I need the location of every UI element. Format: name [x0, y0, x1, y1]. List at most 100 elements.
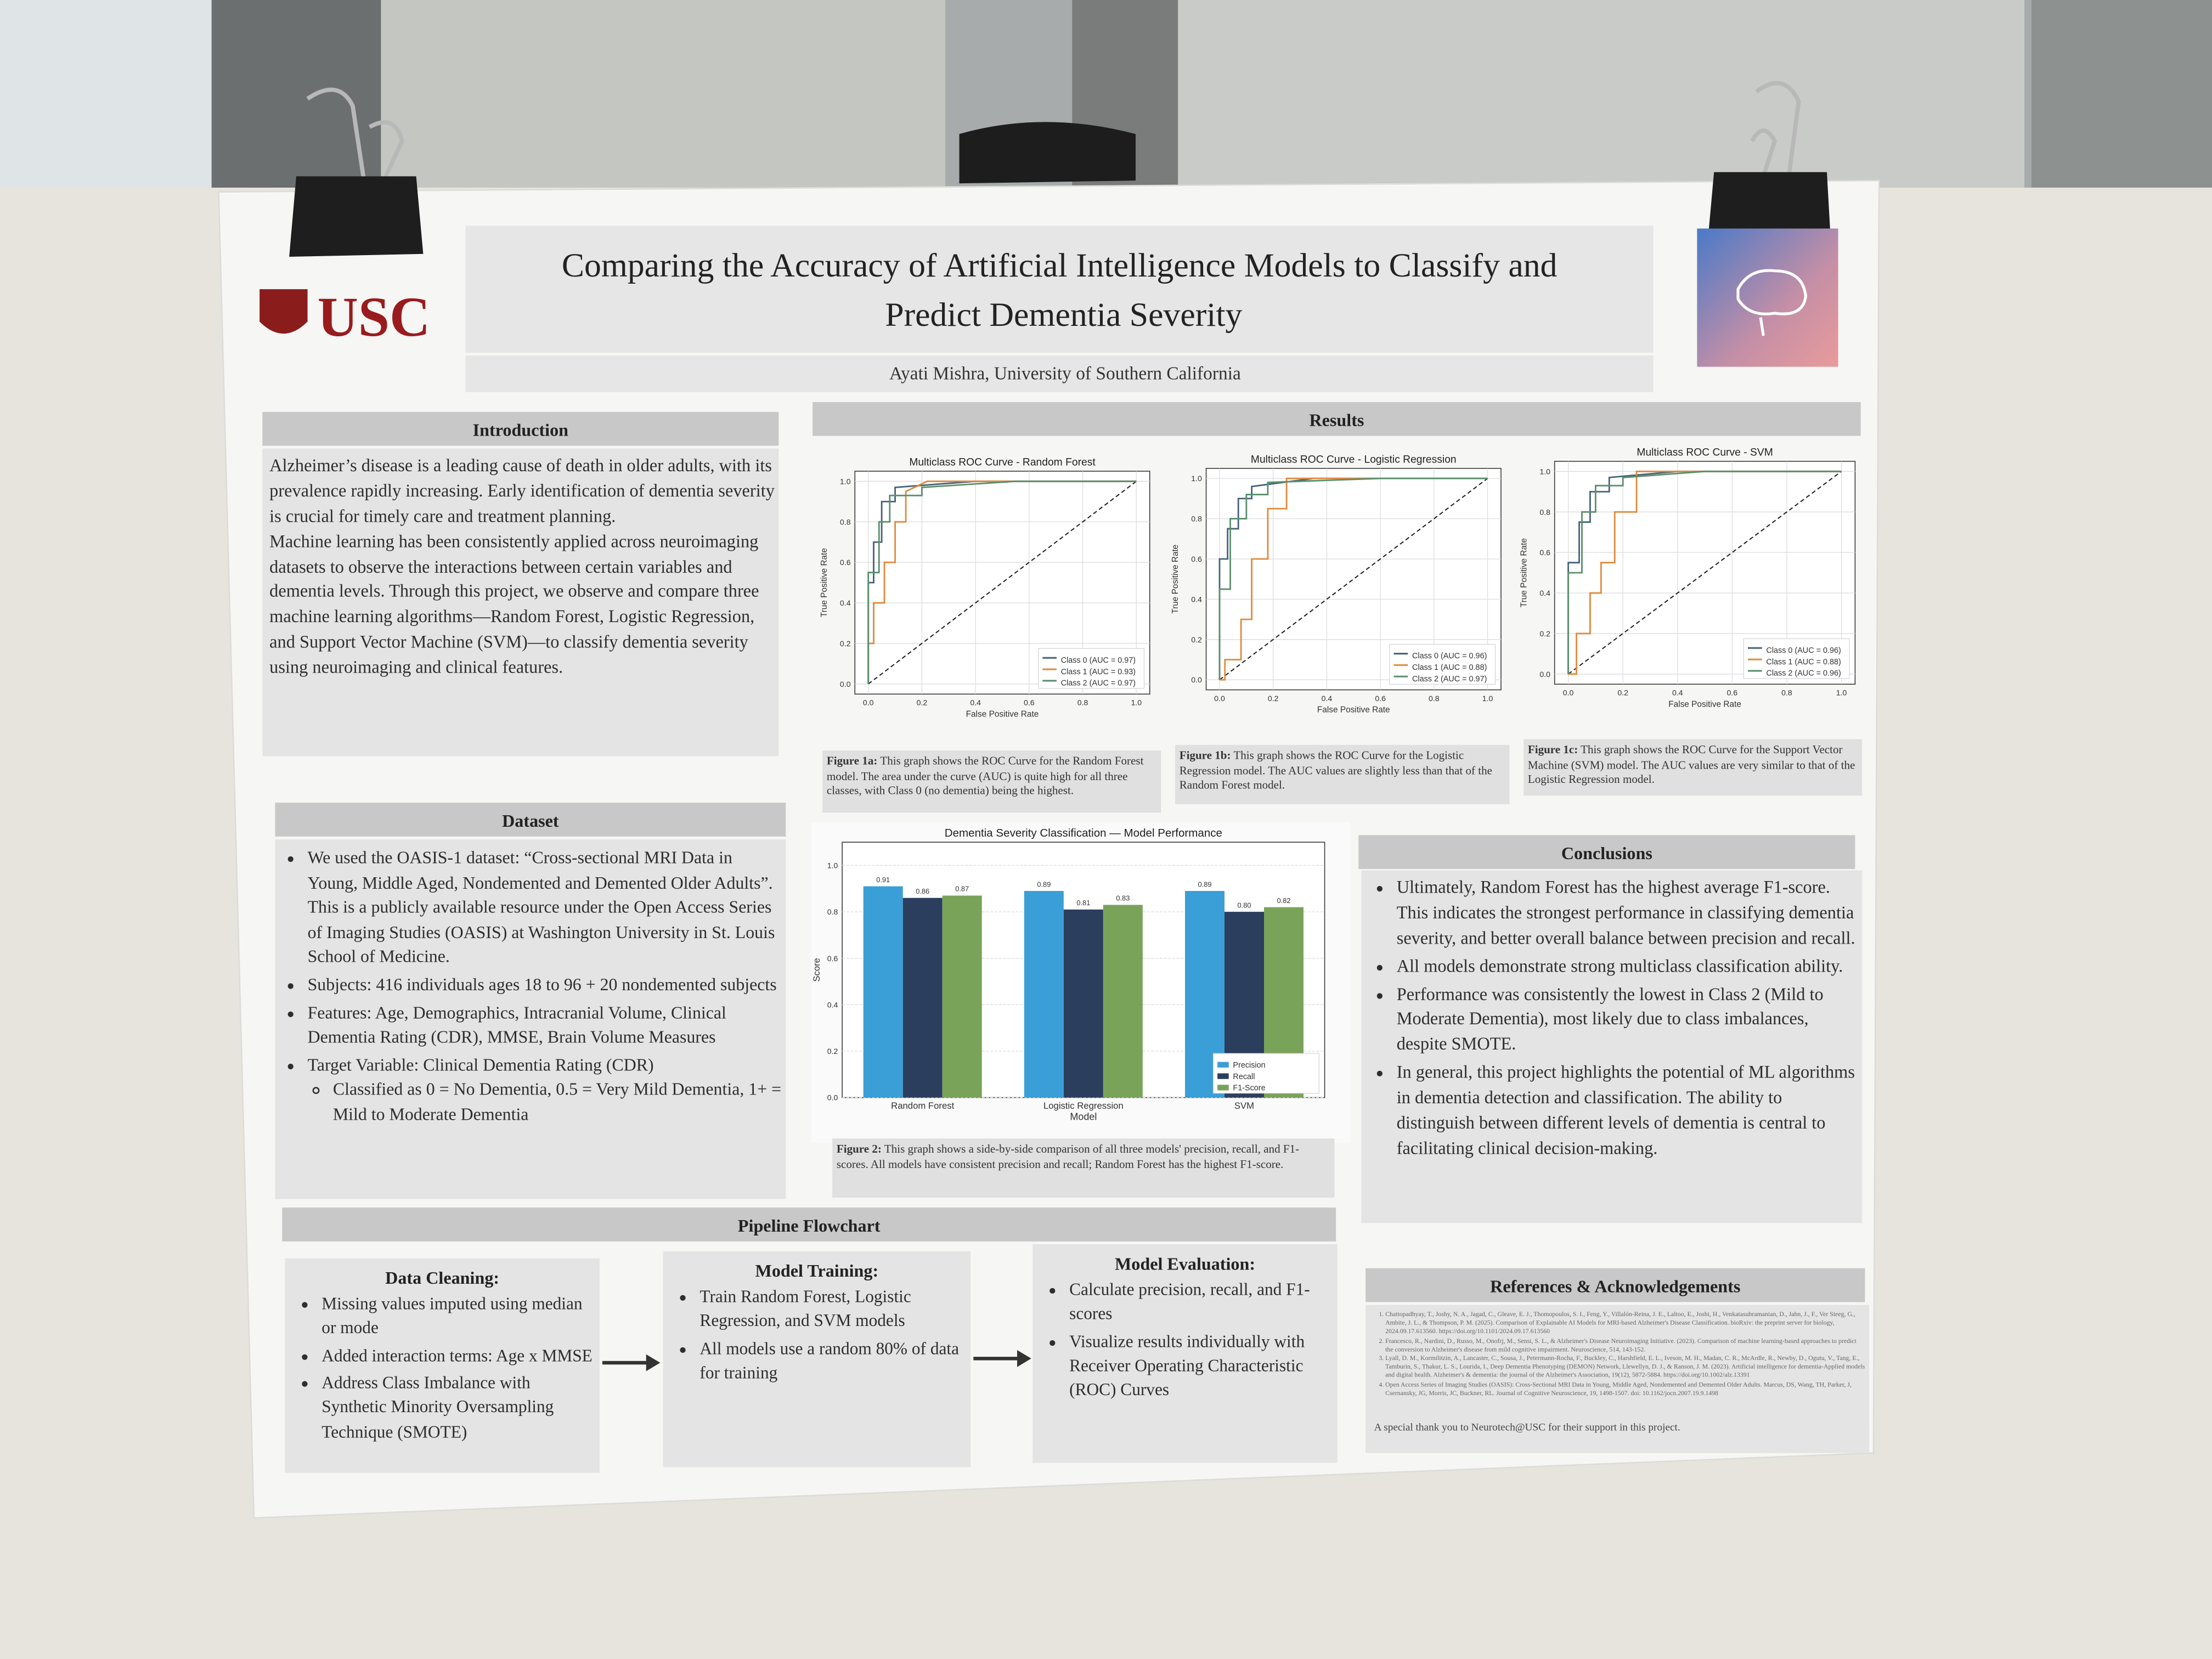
section-box [1358, 835, 1855, 869]
caption-text: Figure 2: This graph shows a side-by-sid… [837, 1143, 1330, 1173]
bullet: We used the OASIS-1 dataset: “Cross-sect… [308, 847, 782, 970]
y-tick-label: 0.8 [1191, 515, 1202, 523]
bullet-list: Train Random Forest, Logistic Regression… [672, 1285, 965, 1386]
x-tick-label: 0.8 [1429, 694, 1440, 703]
y-tick-label: 0.0 [1539, 670, 1550, 679]
caption: Figure 1a: This graph shows the ROC Curv… [827, 755, 1144, 798]
section-heading: References & Acknowledgements [1490, 1276, 1740, 1296]
x-tick-label: 0.2 [1268, 694, 1279, 703]
legend-label: Class 0 (AUC = 0.96) [1766, 646, 1841, 655]
legend-label: Class 1 (AUC = 0.88) [1412, 663, 1487, 672]
x-axis-label: False Positive Rate [1317, 706, 1390, 715]
x-tick-label: Logistic Regression [1043, 1101, 1124, 1111]
section-box [1175, 744, 1510, 804]
author: Ayati Mishra, University of Southern Cal… [889, 364, 1241, 384]
bar [1063, 909, 1103, 1098]
x-tick-label: 1.0 [1131, 698, 1142, 707]
x-tick-label: Random Forest [891, 1101, 954, 1111]
legend-swatch [1042, 680, 1057, 682]
legend-label: Recall [1233, 1073, 1255, 1081]
x-tick-label: 1.0 [1482, 694, 1493, 703]
caption-label: Figure 1c: [1527, 743, 1578, 757]
section-heading: Introduction [473, 420, 568, 440]
legend-swatch [1042, 668, 1057, 670]
caption-text: Figure 1b: This graph shows the ROC Curv… [1180, 749, 1505, 794]
pipeline-step-text: Missing values imputed using median or m… [294, 1292, 594, 1444]
pipeline-arrow [973, 1350, 1031, 1367]
bar [1103, 905, 1143, 1098]
section-heading: Pipeline Flowchart [738, 1216, 881, 1235]
y-tick-label: 0.4 [840, 599, 851, 607]
bullet: Calculate precision, recall, and F1-scor… [1069, 1278, 1331, 1327]
x-tick-label: 0.8 [1781, 689, 1792, 697]
legend-box [1389, 644, 1496, 685]
y-tick-label: 0.0 [827, 1093, 838, 1102]
legend-label: F1-Score [1233, 1084, 1265, 1093]
bullet: Target Variable: Clinical Dementia Ratin… [308, 1054, 782, 1128]
roc-curve [1567, 470, 1842, 674]
bullet: Ultimately, Random Forest has the highes… [1397, 876, 1859, 952]
caption-body: This graph shows the ROC Curve for the L… [1179, 749, 1493, 792]
step-title: Model Evaluation: [1115, 1254, 1255, 1273]
x-tick-label: 0.4 [1322, 694, 1333, 703]
y-tick-label: 0.0 [840, 680, 851, 689]
section-box [275, 803, 786, 837]
title-box [465, 225, 1654, 353]
value-label: 0.87 [955, 885, 969, 893]
y-tick-label: 0.4 [1539, 589, 1550, 597]
caption: Figure 1b: This graph shows the ROC Curv… [1180, 749, 1505, 794]
section-box [663, 1251, 971, 1468]
y-tick-label: 0.2 [1191, 635, 1202, 644]
y-tick-label: 0.6 [840, 558, 851, 567]
bullet: All models use a random 80% of data for … [699, 1337, 964, 1386]
y-tick-label: 0.8 [840, 517, 851, 526]
reference: Lyall, D. M., Kormilitzin, A., Lancaster… [1385, 1354, 1865, 1380]
y-tick-label: 0.2 [840, 639, 851, 648]
bullet: Features: Age, Demographics, Intracrania… [308, 1001, 782, 1051]
section-box [275, 839, 786, 1199]
caption: Figure 1c: This graph shows the ROC Curv… [1527, 743, 1855, 787]
introduction: Alzheimer’s disease is a leading cause o… [269, 455, 775, 678]
bullet: All models demonstrate strong multiclass… [1397, 955, 1859, 980]
value-label: 0.80 [1238, 901, 1251, 909]
bullet: Added interaction terms: Age x MMSE [321, 1344, 594, 1369]
logo: USC [259, 286, 430, 348]
section-box [285, 1258, 600, 1473]
x-tick-label: 0.2 [917, 698, 928, 707]
references: Chattopadhyay, T., Joshy, N. A., Jagad, … [1371, 1311, 1865, 1417]
caption: Figure 2: This graph shows a side-by-sid… [837, 1143, 1330, 1173]
pipeline-arrow [602, 1354, 661, 1372]
roc-curve [1568, 470, 1842, 675]
window-pane [1178, 0, 2024, 191]
section-box [1365, 1268, 1865, 1302]
legend-swatch [1042, 657, 1057, 659]
legend-swatch [1748, 670, 1762, 672]
paragraph: Alzheimer’s disease is a leading cause o… [269, 455, 775, 526]
y-tick-label: 0.6 [827, 954, 838, 963]
legend-swatch [1748, 658, 1762, 661]
value-label: 0.82 [1277, 896, 1291, 905]
bullet-list: Calculate precision, recall, and F1-scor… [1041, 1278, 1332, 1403]
y-tick-label: 1.0 [827, 861, 838, 870]
bar [1024, 890, 1064, 1098]
pipeline-step-text: Calculate precision, recall, and F1-scor… [1041, 1278, 1332, 1403]
brain-icon [1736, 269, 1808, 315]
bullet: Visualize results individually with Rece… [1069, 1330, 1331, 1403]
bar [902, 898, 943, 1098]
legend-swatch [1393, 652, 1408, 655]
caption-body: This graph shows the ROC Curve for the S… [1527, 743, 1855, 787]
value-label: 0.81 [1076, 899, 1090, 907]
x-tick-label: 0.4 [1672, 689, 1683, 697]
x-tick-label: 0.6 [1375, 694, 1386, 703]
section-box [262, 448, 779, 757]
value-label: 0.89 [1198, 880, 1212, 888]
pipeline-step: Train Random Forest, Logistic Regression… [672, 1285, 965, 1465]
title: Predict Dementia Severity [885, 296, 1242, 334]
references-text: Chattopadhyay, T., Joshy, N. A., Jagad, … [1371, 1311, 1865, 1398]
brain-image [1697, 228, 1838, 367]
x-tick-label: 0.8 [1077, 698, 1088, 707]
legend-label: Class 2 (AUC = 0.97) [1412, 675, 1487, 684]
value-label: 0.89 [1037, 880, 1051, 888]
x-tick-label: 0.0 [863, 698, 874, 707]
section-box [262, 411, 779, 446]
